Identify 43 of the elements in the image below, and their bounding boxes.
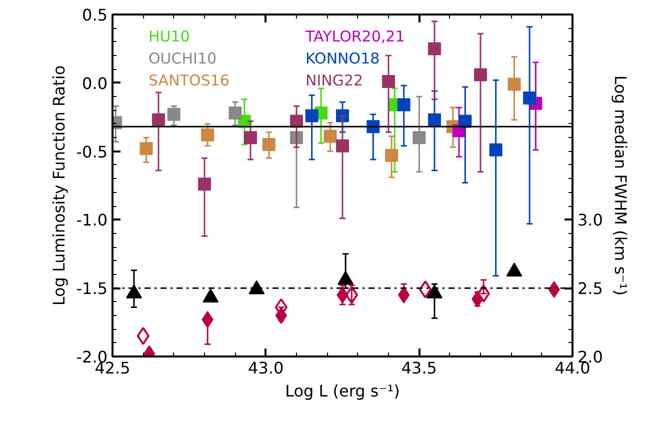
- point: [474, 68, 487, 82]
- y-tick-label: -1.0: [76, 210, 108, 230]
- text: KONNO18: [306, 50, 380, 68]
- y2-tick-label: 2.5: [578, 279, 603, 298]
- point: [412, 131, 426, 144]
- point: [136, 326, 150, 345]
- point: [397, 98, 410, 112]
- point: [345, 286, 358, 304]
- point: [477, 284, 490, 303]
- point: [244, 131, 257, 144]
- text: TAYLOR20,21: [304, 28, 405, 46]
- y2-tick-label: 3.0: [578, 210, 603, 230]
- x-axis-title: Log L (erg s⁻¹): [285, 382, 400, 400]
- point: [418, 280, 432, 298]
- point: [385, 148, 398, 162]
- y-tick-label: -1.5: [76, 279, 108, 298]
- series-label: NING22: [306, 72, 364, 90]
- y-tick-label: 0.5: [82, 6, 108, 24]
- x-tick-label: 43.5: [401, 358, 437, 378]
- text: HU10: [148, 28, 190, 46]
- point: [198, 178, 211, 191]
- text: OUCHI10: [148, 50, 217, 68]
- point: [228, 106, 242, 120]
- point: [324, 130, 337, 143]
- point: [152, 113, 165, 126]
- x-tick-label: 43.0: [248, 358, 284, 378]
- point: [167, 108, 180, 121]
- point: [523, 91, 536, 104]
- point: [336, 139, 349, 152]
- y-tick-label: 0.0: [82, 74, 108, 93]
- point: [428, 113, 441, 126]
- point: [489, 143, 502, 156]
- point: [305, 109, 318, 122]
- y-axis-title: Log Luminosity Function Ratio: [49, 65, 68, 306]
- point: [201, 128, 214, 142]
- point: [262, 138, 276, 151]
- y-tick-label: -0.5: [76, 142, 108, 162]
- text: SANTOS16: [148, 72, 230, 90]
- point: [382, 75, 395, 88]
- point: [508, 78, 521, 91]
- y2-axis-title: Log median FWHM (km s⁻¹): [610, 75, 630, 296]
- point: [140, 142, 153, 156]
- point: [428, 42, 441, 56]
